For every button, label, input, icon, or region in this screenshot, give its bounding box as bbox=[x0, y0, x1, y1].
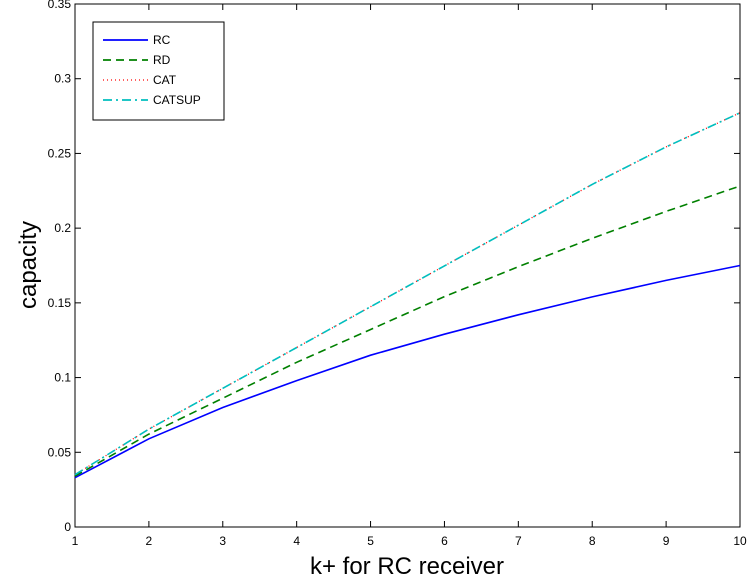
tick-layer: 1 2 3 4 5 6 7 8 9 10 0 0.05 0.1 0.15 0.2 0.25 0.3 0.35 bbox=[48, 0, 747, 548]
x-tick-label: 9 bbox=[663, 534, 670, 548]
x-tick-label: 6 bbox=[441, 534, 448, 548]
series-line-rc bbox=[74, 264, 741, 479]
y-tick-label: 0.05 bbox=[48, 445, 72, 459]
x-tick-label: 4 bbox=[293, 534, 300, 548]
y-tick-label: 0 bbox=[64, 520, 71, 534]
y-tick-label: 0.3 bbox=[54, 72, 71, 86]
x-tick-label: 5 bbox=[367, 534, 374, 548]
x-tick-label: 3 bbox=[219, 534, 226, 548]
series-line-rd bbox=[74, 185, 741, 477]
legend: RC RD CAT CATSUP bbox=[92, 21, 225, 121]
x-tick-label: 8 bbox=[589, 534, 596, 548]
legend-label-catsup: CATSUP bbox=[153, 93, 201, 107]
x-axis-label: k+ for RC receiver bbox=[310, 553, 504, 580]
y-tick-label: 0.1 bbox=[54, 371, 71, 385]
legend-label-rc: RC bbox=[153, 33, 171, 47]
x-tick-label: 7 bbox=[515, 534, 522, 548]
x-tick-label: 1 bbox=[72, 534, 79, 548]
x-tick-label: 2 bbox=[146, 534, 153, 548]
y-tick-label: 0.25 bbox=[48, 146, 72, 160]
legend-label-rd: RD bbox=[153, 53, 171, 67]
y-tick-label: 0.2 bbox=[54, 221, 71, 235]
y-axis-label: capacity bbox=[15, 221, 42, 309]
y-tick-label: 0.15 bbox=[48, 296, 72, 310]
y-tick-label: 0.35 bbox=[48, 0, 72, 11]
series-line-catsup bbox=[74, 112, 741, 476]
series-layer bbox=[74, 112, 741, 479]
legend-label-cat: CAT bbox=[153, 73, 177, 87]
x-tick-label: 10 bbox=[733, 534, 747, 548]
legend-box bbox=[92, 21, 225, 121]
